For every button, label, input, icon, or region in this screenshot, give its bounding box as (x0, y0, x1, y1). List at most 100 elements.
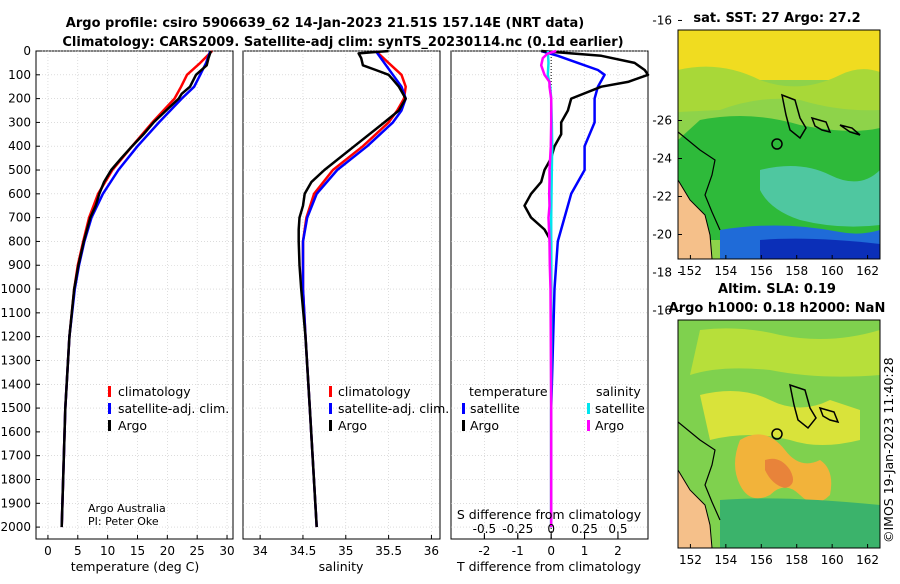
sst-land (678, 179, 713, 259)
depth-ticks: 0 100 200 300 400 500 600 700 800 900 1000 1100 1200… (0, 44, 40, 534)
depth-tick-label: 1400 (0, 377, 31, 391)
lat-tick-label: -24 (652, 152, 672, 166)
salinity-xlabel: salinity (319, 559, 364, 574)
legend-swatch-s-argo (587, 420, 590, 431)
s-tick-label: -0.5 (473, 522, 496, 536)
sla-profile-marker (771, 428, 783, 440)
depth-tick-label: 1000 (0, 282, 31, 296)
lon-tick-label: 154 (714, 553, 737, 567)
depth-tick-label: 1500 (0, 401, 31, 415)
salinity-lines (297, 49, 407, 528)
depth-tick-label: 1200 (0, 330, 31, 344)
credit-pi: PI: Peter Oke (88, 515, 159, 528)
legend-title-temperature: temperature (469, 384, 548, 399)
title-line-2: Climatology: CARS2009. Satellite-adj cli… (62, 35, 623, 50)
series-line-t-satellite (540, 49, 606, 528)
sla-peak-eddy (765, 458, 794, 488)
depth-tick-label: 1600 (0, 425, 31, 439)
lat-tick-label: -18 (652, 266, 672, 280)
lon-tick-label: 162 (856, 264, 879, 278)
lat-tick-label: -26 (652, 114, 672, 128)
lat-tick-label: -22 (652, 190, 672, 204)
depth-tick-label: 2000 (0, 520, 31, 534)
lon-tick-label: 154 (714, 264, 737, 278)
x-tick-label: -2 (478, 544, 490, 558)
lat-tick-label: -16 (652, 304, 672, 318)
difference-lines (523, 49, 650, 528)
series-line-s-argo (539, 49, 557, 528)
salinity-difference-ticks: -0.5 -0.25 0 0.25 0.5 (473, 522, 627, 539)
sla-reef-contour (818, 406, 840, 424)
s-tick-label: 0 (547, 522, 555, 536)
depth-tick-label: 800 (8, 234, 31, 248)
legend-climatology: climatology (338, 384, 411, 399)
sst-shelf-contour (678, 131, 721, 231)
depth-tick-label: 1300 (0, 353, 31, 367)
x-tick-label: 30 (219, 544, 234, 558)
x-tick-label: 0 (547, 544, 555, 558)
salinity-x-ticks: 34 34.5 35 35.5 36 (252, 535, 439, 558)
s-tick-label: -0.25 (502, 522, 533, 536)
x-tick-label: 15 (130, 544, 145, 558)
legend-swatch-t-argo (462, 420, 465, 431)
s-tick-label: 0.25 (571, 522, 598, 536)
x-tick-label: 36 (424, 544, 439, 558)
legend-swatch-t-satellite (462, 403, 465, 414)
x-tick-label: 10 (100, 544, 115, 558)
legend-satellite: satellite-adj. clim. (118, 401, 229, 416)
depth-tick-label: 1700 (0, 449, 31, 463)
sla-map-frame (677, 319, 881, 549)
lat-tick-label: -20 (652, 228, 672, 242)
legend-swatch-argo (108, 420, 111, 431)
lon-tick-label: 152 (679, 553, 702, 567)
legend-swatch-climatology (329, 386, 332, 397)
temperature-legend: climatology satellite-adj. clim. Argo (108, 384, 229, 433)
sst-map-frame (677, 29, 881, 260)
salinity-panel: 34 34.5 35 35.5 36 salinity climatology sate… (242, 49, 449, 574)
t-difference-xlabel: T difference from climatology (456, 559, 642, 574)
legend-s-argo: Argo (595, 418, 624, 433)
legend-swatch-climatology (108, 386, 111, 397)
sst-lon-ticks: 152 154 156 158 160 162 (679, 255, 879, 278)
sst-cool-patch (760, 166, 880, 227)
lon-tick-label: 156 (750, 553, 773, 567)
title-line-1: Argo profile: csiro 5906639_62 14-Jan-20… (66, 16, 584, 31)
lat-tick-label: -16 (652, 13, 672, 27)
sst-profile-marker (771, 138, 783, 150)
depth-tick-label: 1900 (0, 496, 31, 510)
lon-tick-label: 152 (679, 264, 702, 278)
sst-map: sat. SST: 27 Argo: 27.2 -16-18-20-22-24-… (652, 11, 881, 278)
imos-credit: ©IMOS 19-Jan-2023 11:40:28 (881, 357, 896, 543)
legend-title-salinity: salinity (596, 384, 641, 399)
depth-tick-label: 1100 (0, 306, 31, 320)
legend-argo: Argo (118, 418, 147, 433)
legend-satellite: satellite-adj. clim. (338, 401, 449, 416)
difference-panel: -2 -1 0 1 2 -0.5 -0.25 0 0.25 0.5 S difference f… (450, 49, 650, 574)
difference-legend: temperature satellite Argo salinity sate… (462, 384, 645, 433)
salinity-legend: climatology satellite-adj. clim. Argo (329, 384, 449, 433)
x-tick-label: 5 (74, 544, 82, 558)
x-tick-label: 35 (338, 544, 353, 558)
salinity-axes-box (242, 50, 441, 540)
x-tick-label: 34 (252, 544, 267, 558)
depth-tick-label: 400 (8, 139, 31, 153)
series-line-t-argo (523, 49, 650, 528)
depth-tick-label: 500 (8, 163, 31, 177)
sst-reef-contour (780, 93, 807, 140)
lon-tick-label: 156 (750, 264, 773, 278)
depth-tick-label: 600 (8, 187, 31, 201)
legend-climatology: climatology (118, 384, 191, 399)
legend-t-satellite: satellite (470, 401, 520, 416)
legend-argo: Argo (338, 418, 367, 433)
sla-high-patch (690, 328, 880, 377)
sla-lon-ticks: 152 154 156 158 160 162 (679, 544, 879, 567)
lon-tick-label: 158 (785, 553, 808, 567)
sst-mid-band (678, 66, 880, 112)
temperature-axes-box (35, 50, 234, 540)
depth-tick-label: 900 (8, 258, 31, 272)
sla-shelf-contour (678, 421, 721, 521)
legend-swatch-satellite (329, 403, 332, 414)
legend-t-argo: Argo (470, 418, 499, 433)
sla-map: Altim. SLA: 0.19 Argo h1000: 0.18 h2000:… (652, 114, 885, 568)
